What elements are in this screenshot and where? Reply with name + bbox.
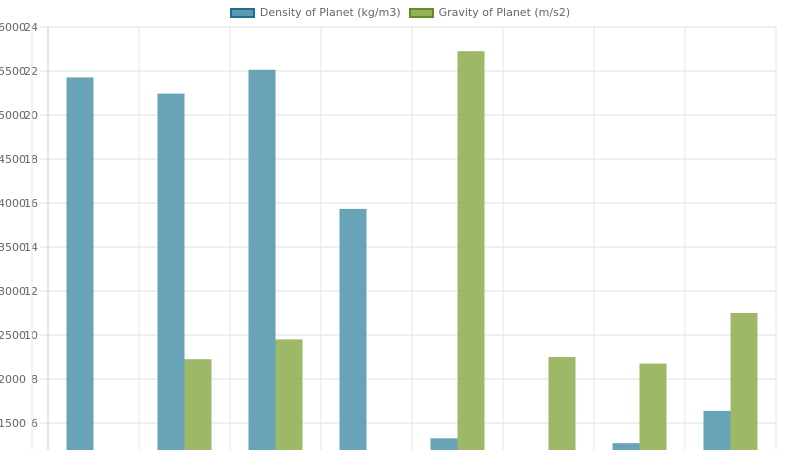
legend-item-gravity[interactable]: Gravity of Planet (m/s2) — [408, 6, 571, 19]
left-axis-tick-label: 4000 — [0, 197, 26, 210]
gravity-bar — [730, 313, 758, 450]
right-axis-tick-label: 20 — [24, 109, 38, 122]
left-axis-tick-label: 4500 — [0, 153, 26, 166]
legend: Density of Planet (kg/m3) Gravity of Pla… — [0, 6, 800, 19]
legend-item-density[interactable]: Density of Planet (kg/m3) — [229, 6, 401, 19]
density-swatch — [229, 7, 255, 18]
right-axis-tick-label: 10 — [24, 329, 38, 342]
left-axis-tick-label: 3000 — [0, 285, 26, 298]
right-axis-tick-label: 8 — [31, 373, 38, 386]
right-axis-tick-label: 14 — [24, 241, 38, 254]
right-axis-tick-label: 12 — [24, 285, 38, 298]
gravity-bar — [639, 363, 667, 450]
gravity-bar — [457, 51, 485, 450]
left-axis-tick-label: 2500 — [0, 329, 26, 342]
right-axis-tick-label: 6 — [31, 417, 38, 430]
density-bar — [612, 443, 640, 450]
right-axis-tick-label: 18 — [24, 153, 38, 166]
right-axis-tick-label: 16 — [24, 197, 38, 210]
gravity-swatch — [408, 7, 434, 18]
left-axis-tick-label: 5500 — [0, 65, 26, 78]
gravity-bar — [184, 359, 212, 450]
density-bar — [430, 438, 458, 450]
gravity-bar — [275, 339, 303, 450]
gravity-bar — [548, 357, 576, 450]
right-axis-tick-label: 24 — [24, 21, 38, 34]
left-axis-tick-label: 6000 — [0, 21, 26, 34]
density-bar — [248, 69, 276, 450]
legend-label-density: Density of Planet (kg/m3) — [259, 6, 401, 19]
left-axis-tick-label: 3500 — [0, 241, 26, 254]
density-bar — [339, 208, 367, 450]
right-axis-tick-label: 22 — [24, 65, 38, 78]
density-bar — [157, 93, 185, 450]
density-bar — [66, 77, 94, 450]
left-axis-tick-label: 5000 — [0, 109, 26, 122]
density-bar — [703, 410, 731, 450]
left-axis-tick-label: 1500 — [0, 417, 26, 430]
legend-label-gravity: Gravity of Planet (m/s2) — [438, 6, 571, 19]
left-axis-tick-label: 2000 — [0, 373, 26, 386]
